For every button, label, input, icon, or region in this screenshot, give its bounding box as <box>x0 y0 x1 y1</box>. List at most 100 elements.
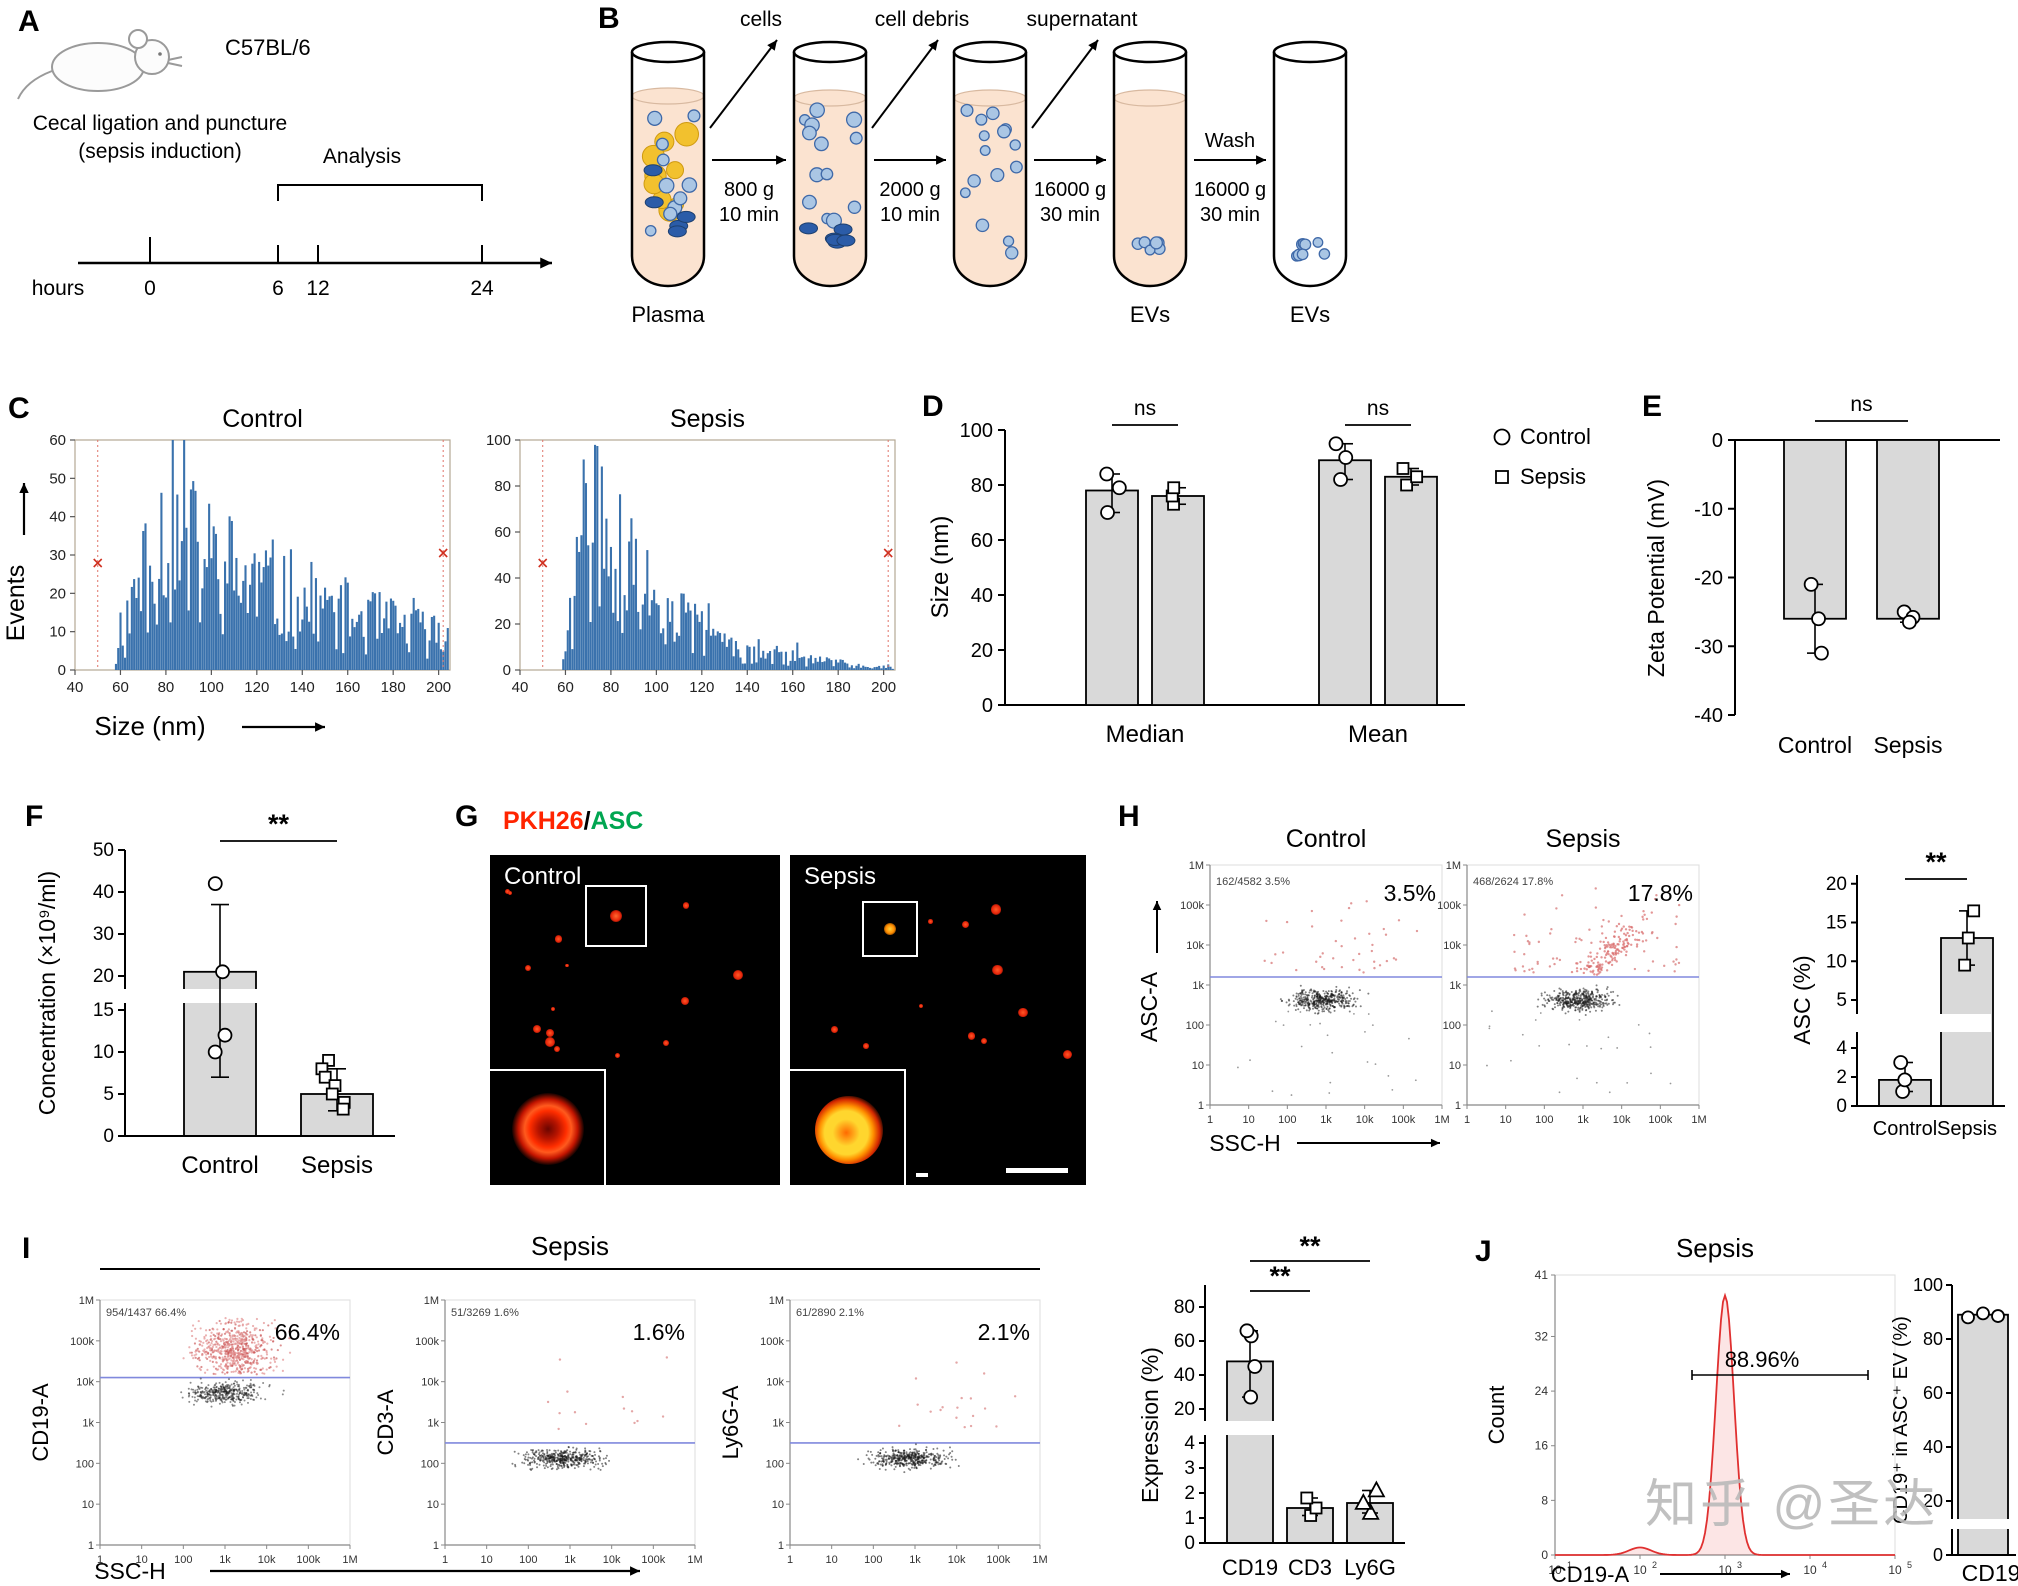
svg-text:120: 120 <box>244 679 269 696</box>
svg-text:20: 20 <box>494 616 511 633</box>
svg-text:40: 40 <box>971 585 993 607</box>
inset-zoom <box>490 1069 606 1185</box>
svg-text:Size (nm): Size (nm) <box>94 711 205 741</box>
fluorescent-particle <box>967 1032 976 1041</box>
panel-c: C Control 0 10 20 30 40 50 60 40 60 80 100 120 140 160… <box>0 385 900 775</box>
fluorescent-particle <box>918 1003 923 1008</box>
slash: / <box>583 807 591 835</box>
svg-text:1: 1 <box>88 1540 94 1552</box>
svg-text:120: 120 <box>689 679 714 696</box>
fluorescent-particle <box>961 920 970 929</box>
svg-text:Plasma: Plasma <box>631 302 705 327</box>
svg-text:-40: -40 <box>1694 705 1723 727</box>
svg-text:60: 60 <box>971 530 993 552</box>
svg-text:1: 1 <box>433 1540 439 1552</box>
panel-a-timeline-diagram: C57BL/6 Cecal ligation and puncture (sepsi… <box>17 29 552 300</box>
svg-text:Wash: Wash <box>1205 130 1255 152</box>
scale-bar <box>1006 1168 1068 1173</box>
svg-text:**: ** <box>268 809 290 839</box>
svg-text:16000 g: 16000 g <box>1194 179 1266 201</box>
svg-text:100: 100 <box>1443 1020 1461 1032</box>
boxed-particle <box>884 923 896 935</box>
svg-text:10: 10 <box>136 1554 148 1566</box>
svg-text:ASC (%): ASC (%) <box>1789 955 1815 1044</box>
svg-text:CD3-A: CD3-A <box>373 1389 398 1455</box>
panel-i-flow-and-bar: Sepsis1110101001001k1k10k10k100k100k1M1M… <box>28 1231 1419 1584</box>
panel-i-label: I <box>22 1232 31 1265</box>
fluorescent-particle <box>1018 1007 1028 1018</box>
svg-text:10k: 10k <box>76 1377 94 1389</box>
svg-text:4: 4 <box>1184 1433 1195 1454</box>
svg-text:EVs: EVs <box>1130 302 1170 327</box>
svg-text:80: 80 <box>971 475 993 497</box>
svg-text:10 min: 10 min <box>880 204 940 226</box>
svg-text:100: 100 <box>1186 1020 1204 1032</box>
svg-text:10: 10 <box>1449 1060 1461 1072</box>
svg-text:66.4%: 66.4% <box>275 1319 340 1345</box>
panel-j-label: J <box>1475 1235 1492 1268</box>
panel-c-label: C <box>8 392 30 425</box>
svg-text:100: 100 <box>199 679 224 696</box>
svg-text:160: 160 <box>335 679 360 696</box>
svg-text:80: 80 <box>158 679 175 696</box>
svg-text:5: 5 <box>103 1084 114 1105</box>
fluorescent-particle <box>554 1045 561 1052</box>
panel-f-concentration-bar-chart: Control Sepsis 20 30 40 50 0 5 10 15 Concentration… <box>34 809 407 1179</box>
svg-text:1k: 1k <box>82 1418 94 1430</box>
svg-text:41: 41 <box>1535 1268 1549 1282</box>
svg-text:2000 g: 2000 g <box>879 179 940 201</box>
svg-text:Concentration (×10⁹/ml): Concentration (×10⁹/ml) <box>34 871 60 1115</box>
svg-text:100k: 100k <box>760 1336 784 1348</box>
panel-e: E 0 -10 -20 -30 -40 Zeta Potential (mV) Contro… <box>1630 385 2018 775</box>
svg-text:10k: 10k <box>1186 940 1204 952</box>
svg-text:Control: Control <box>1286 825 1367 853</box>
svg-text:88.96%: 88.96% <box>1725 1347 1800 1372</box>
panel-d: D 0 20 40 60 80 100 Size (nm) Median ns Mean ns Con… <box>910 385 1630 775</box>
svg-text:100k: 100k <box>1180 900 1204 912</box>
svg-text:10k: 10k <box>421 1377 439 1389</box>
fluorescent-particle <box>992 964 1003 976</box>
fluorescent-particle <box>565 963 569 968</box>
panel-d-size-bar-chart: 0 20 40 60 80 100 Size (nm) Median ns Mean ns Contr… <box>927 397 1591 748</box>
svg-text:Sepsis: Sepsis <box>1545 825 1620 853</box>
svg-text:17.8%: 17.8% <box>1628 880 1693 906</box>
panel-h-label: H <box>1118 800 1140 833</box>
svg-text:3: 3 <box>1737 1560 1742 1570</box>
svg-text:1M: 1M <box>687 1554 702 1566</box>
svg-text:**: ** <box>1299 1231 1321 1261</box>
svg-text:1: 1 <box>1184 1508 1195 1529</box>
svg-text:100: 100 <box>174 1554 192 1566</box>
svg-text:15: 15 <box>1826 913 1847 934</box>
svg-text:100: 100 <box>1278 1114 1296 1126</box>
svg-text:1k: 1k <box>427 1418 439 1430</box>
svg-text:10: 10 <box>1192 1060 1204 1072</box>
svg-text:4: 4 <box>1836 1038 1847 1059</box>
svg-text:100k: 100k <box>641 1554 665 1566</box>
svg-text:10: 10 <box>1633 1563 1647 1577</box>
panel-a-label: A <box>18 5 40 38</box>
panel-h-flow-and-bar: Control1110101001001k1k10k10k100k100k1M1… <box>1136 825 2005 1156</box>
panel-b-centrifugation-diagram: cells cell debris supernatant 800 g 10 min 20… <box>630 8 1348 327</box>
svg-text:100: 100 <box>864 1554 882 1566</box>
fluorescent-particle <box>533 1025 541 1034</box>
panel-a: A C57BL/6 Cecal ligation and puncture (sep… <box>10 5 580 340</box>
svg-text:10: 10 <box>826 1554 838 1566</box>
svg-text:-10: -10 <box>1694 499 1723 521</box>
svg-text:140: 140 <box>735 679 760 696</box>
svg-text:Sepsis: Sepsis <box>1937 1118 1997 1140</box>
svg-text:1k: 1k <box>564 1554 576 1566</box>
svg-text:100k: 100k <box>986 1554 1010 1566</box>
svg-text:Control: Control <box>181 1152 258 1179</box>
svg-text:10k: 10k <box>766 1377 784 1389</box>
svg-text:3: 3 <box>1184 1458 1195 1479</box>
svg-text:100k: 100k <box>1391 1114 1415 1126</box>
svg-text:180: 180 <box>826 679 851 696</box>
svg-text:Cecal ligation and puncture: Cecal ligation and puncture <box>33 112 288 135</box>
svg-text:1.6%: 1.6% <box>633 1319 685 1345</box>
fluorescent-particle <box>863 1043 869 1049</box>
svg-text:10: 10 <box>1888 1563 1902 1577</box>
panel-e-zeta-bar-chart: 0 -10 -20 -30 -40 Zeta Potential (mV) Control S… <box>1643 393 2000 758</box>
svg-text:1k: 1k <box>1320 1114 1332 1126</box>
svg-text:2: 2 <box>1836 1067 1847 1088</box>
